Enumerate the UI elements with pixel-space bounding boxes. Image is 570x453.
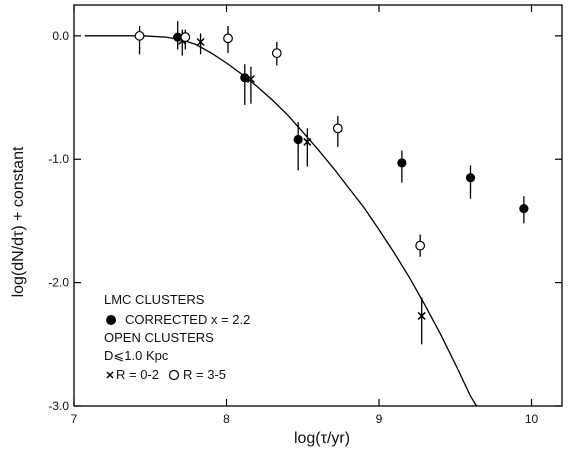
marker-filled-circle	[240, 73, 250, 83]
data-point-filled-circle	[397, 150, 407, 183]
marker-open-circle	[180, 32, 191, 42]
plot-frame	[73, 4, 563, 407]
data-point-filled-circle	[293, 122, 303, 171]
marker-cross-stroke	[246, 75, 255, 84]
legend-marker-open-circle	[168, 369, 180, 381]
data-point-open-circle	[271, 42, 282, 66]
y-tick-label: -3.0	[48, 399, 69, 413]
legend-marker-filled-circle	[106, 315, 116, 325]
marker-filled-circle	[465, 173, 476, 183]
marker-open-circle	[134, 30, 145, 41]
y-axis-label: log(dN/dτ) + constant	[10, 146, 27, 297]
legend-label-distance: D⩽1.0 Kpc	[104, 348, 169, 363]
y-tick-label: -1.0	[48, 152, 69, 166]
legend-marker-cross	[106, 371, 114, 379]
data-point-open-circle	[223, 25, 233, 54]
legend-label-corrected: CORRECTED x = 2.2	[125, 312, 250, 327]
marker-cross-stroke	[417, 311, 426, 320]
marker-open-circle	[332, 123, 343, 134]
legend-label-open: R = 3-5	[183, 367, 226, 382]
marker-filled-circle	[293, 134, 303, 145]
marker-open-circle	[271, 48, 282, 59]
legend-title-open: OPEN CLUSTERS	[104, 330, 214, 345]
x-axis-label: log(τ/yr)	[294, 430, 350, 447]
marker-filled-circle	[519, 203, 529, 214]
legend-title-lmc: LMC CLUSTERS	[104, 292, 205, 307]
x-tick-label: 10	[525, 412, 539, 426]
x-tick-label: 9	[376, 412, 383, 426]
data-point-cross	[196, 33, 205, 55]
plot-frame-group	[73, 4, 563, 407]
y-tick-label: 0.0	[52, 29, 69, 43]
data-point-cross	[246, 66, 255, 104]
data-point-open-circle	[180, 29, 191, 50]
marker-cross-stroke	[196, 37, 205, 47]
data-point-open-circle	[134, 25, 145, 55]
tick-group: 7 8 9 10 0.0 -1.0 -2.0 -3.0	[48, 5, 562, 426]
x-tick-label: 8	[223, 412, 230, 426]
legend: LMC CLUSTERS CORRECTED x = 2.2 OPEN CLUS…	[104, 292, 250, 382]
marker-open-circle	[415, 240, 426, 251]
marker-cross-stroke	[303, 137, 312, 146]
data-point-cross	[303, 128, 312, 167]
points-group	[134, 21, 529, 345]
legend-label-cross: R = 0-2	[116, 367, 159, 382]
x-tick-label: 7	[71, 412, 78, 426]
marker-open-circle	[223, 33, 233, 44]
data-point-filled-circle	[240, 64, 250, 105]
data-point-open-circle	[332, 116, 343, 147]
data-point-filled-circle	[519, 196, 529, 224]
marker-filled-circle	[397, 158, 407, 168]
data-point-cross	[417, 297, 426, 345]
data-point-filled-circle	[465, 165, 476, 199]
y-tick-label: -2.0	[48, 276, 69, 290]
data-point-open-circle	[415, 234, 426, 257]
